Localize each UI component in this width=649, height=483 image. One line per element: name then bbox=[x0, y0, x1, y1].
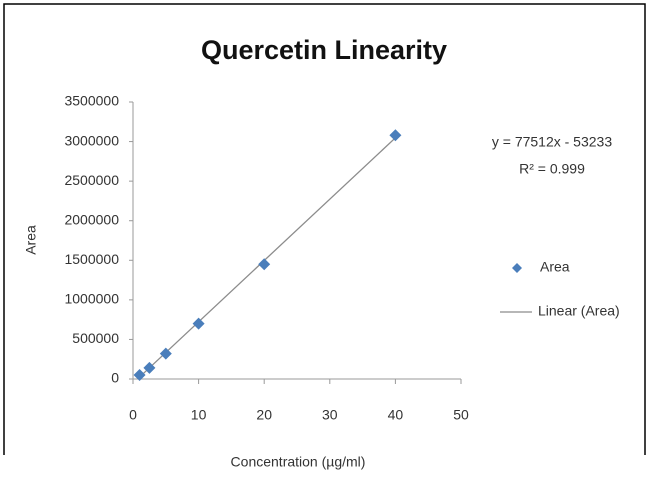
x-tick-label: 10 bbox=[191, 407, 207, 423]
x-tick-label: 40 bbox=[388, 407, 404, 423]
frame bbox=[3, 3, 646, 455]
y-tick-label: 1000000 bbox=[64, 291, 119, 307]
y-tick-label: 2500000 bbox=[64, 172, 119, 188]
equation: y = 77512x - 53233 bbox=[492, 134, 612, 150]
x-axis-label: Concentration (µg/ml) bbox=[231, 454, 366, 470]
x-tick-label: 20 bbox=[256, 407, 272, 423]
point bbox=[192, 317, 205, 330]
y-tick-label: 0 bbox=[111, 370, 119, 386]
x-tick-label: 0 bbox=[129, 407, 137, 423]
x-tick-label: 30 bbox=[322, 407, 338, 423]
point bbox=[389, 129, 402, 142]
y-tick-label: 1500000 bbox=[64, 251, 119, 267]
y-tick-label: 3500000 bbox=[64, 93, 119, 109]
trendline bbox=[139, 137, 396, 378]
point bbox=[143, 361, 156, 374]
x-tick-label: 50 bbox=[453, 407, 469, 423]
legend-marker bbox=[512, 263, 522, 273]
point bbox=[258, 258, 271, 271]
y-tick-label: 500000 bbox=[72, 330, 119, 346]
point bbox=[133, 369, 146, 382]
legend-label: Area bbox=[540, 259, 570, 275]
y-axis-label: Area bbox=[23, 225, 39, 255]
legend-label: Linear (Area) bbox=[538, 303, 620, 319]
y-tick-label: 2000000 bbox=[64, 211, 119, 227]
chart-title: Quercetin Linearity bbox=[201, 35, 447, 65]
y-tick-label: 3000000 bbox=[64, 132, 119, 148]
r-squared: R² = 0.999 bbox=[519, 161, 585, 177]
point bbox=[159, 347, 172, 360]
